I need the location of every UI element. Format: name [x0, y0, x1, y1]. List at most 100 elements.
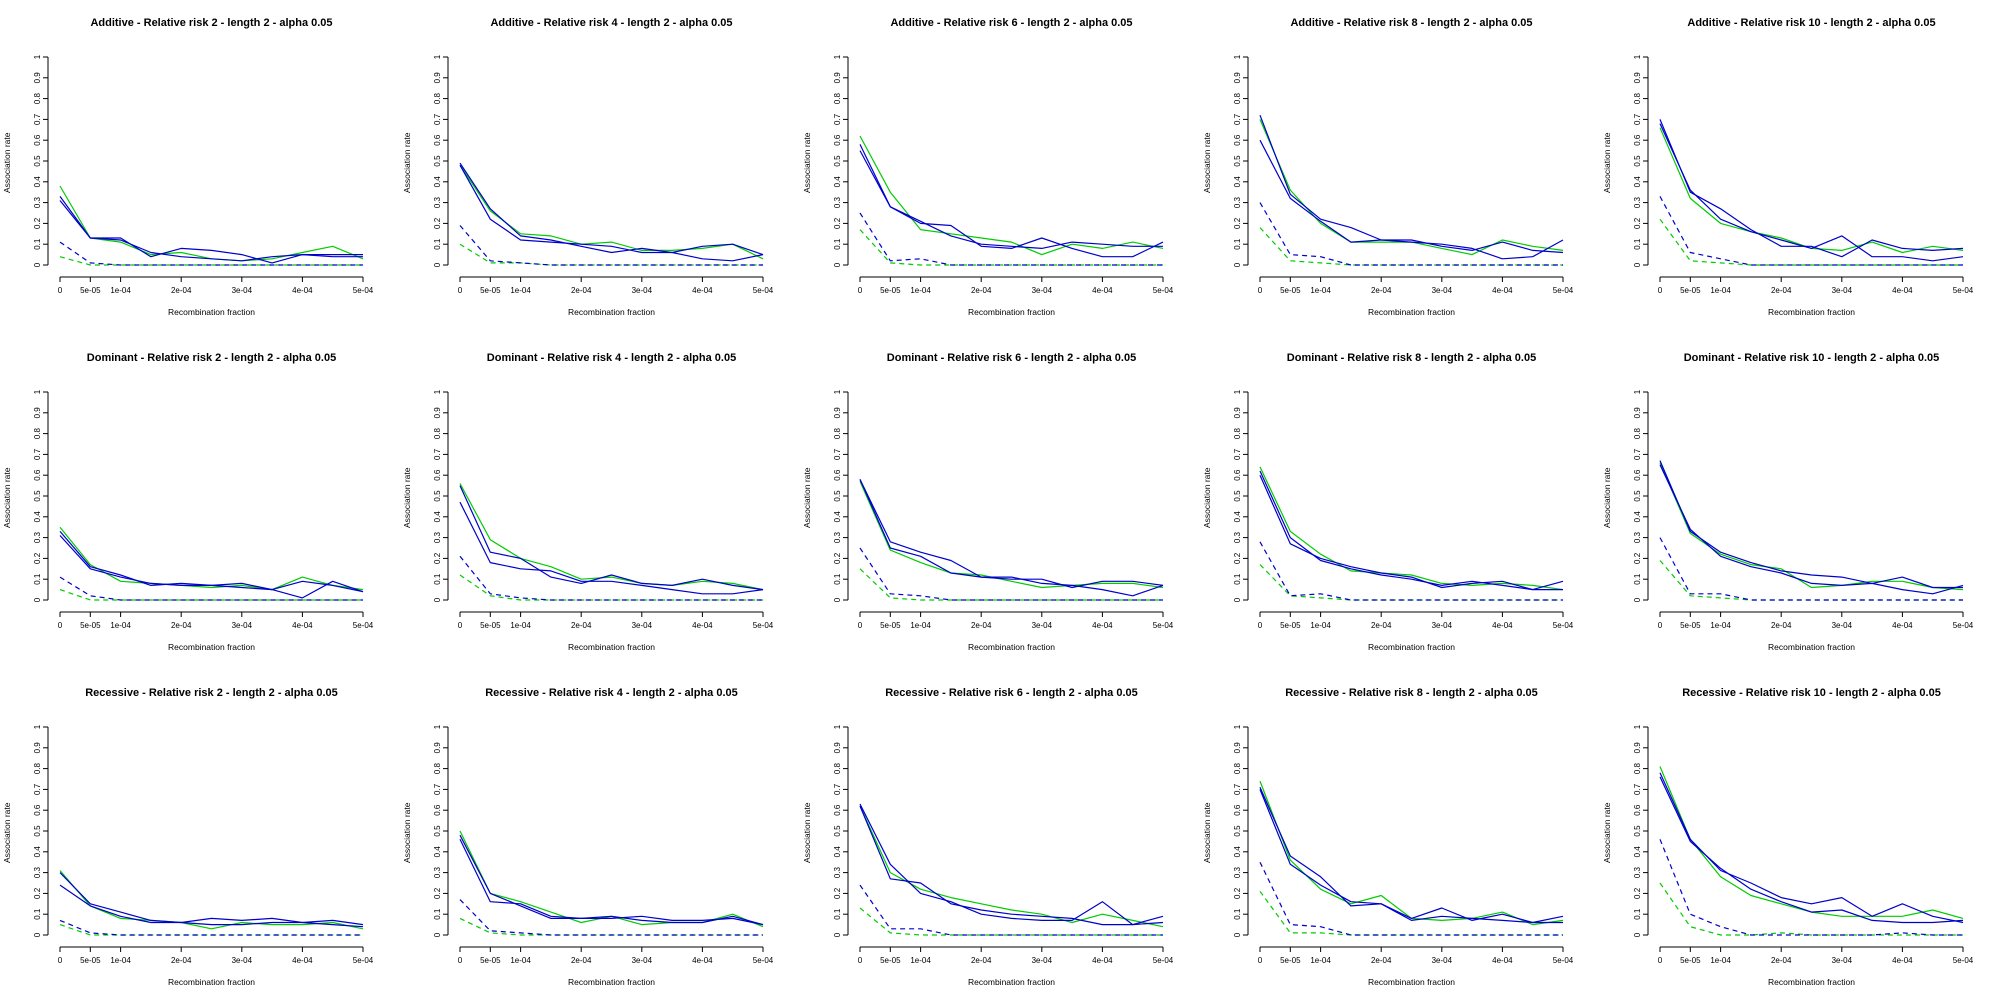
y-tick-label: 0.3: [1233, 866, 1242, 878]
y-tick-label: 0.7: [833, 783, 842, 795]
x-tick-label: 5e-04: [1553, 621, 1574, 630]
series-line: [459, 839, 764, 926]
y-tick-label: 0.1: [833, 573, 842, 585]
chart-title: Recessive - Relative risk 4 - length 2 -…: [485, 687, 738, 699]
y-tick-label: 0.7: [1633, 448, 1642, 460]
series-line-dashed: [459, 243, 763, 266]
y-tick-label: 0.9: [33, 407, 42, 419]
x-tick-label: 4e-04: [1492, 286, 1513, 295]
y-tick-label: 0.8: [433, 427, 442, 439]
y-tick-label: 0.7: [833, 448, 842, 460]
series-line: [1659, 119, 1964, 258]
series-line-dashed: [859, 212, 1163, 266]
y-tick-label: 0.4: [433, 176, 442, 188]
x-tick-label: 5e-04: [1553, 286, 1574, 295]
series-line: [1259, 466, 1564, 591]
x-tick-label: 2e-04: [971, 621, 992, 630]
series-line: [1659, 462, 1964, 591]
x-tick-label: 3e-04: [1032, 286, 1053, 295]
series-line: [459, 485, 764, 591]
series-line: [459, 830, 764, 928]
series-line: [859, 805, 1164, 926]
y-tick-label: 0.9: [1233, 742, 1242, 754]
y-tick-label: 0.1: [433, 573, 442, 585]
y-tick-label: 0.4: [33, 511, 42, 523]
x-tick-label: 0: [458, 621, 463, 630]
series-line: [859, 479, 1164, 597]
chart-svg: 0 0.1 0.2 0.3 0.4 0.5 0.6 0.7 0.8 0.9 1 0 5e-05 1e-04…: [1233, 54, 1574, 295]
y-tick-label: 0: [833, 597, 842, 602]
chart-title: Additive - Relative risk 8 - length 2 - …: [1290, 17, 1533, 29]
y-tick-label: 0.1: [1633, 573, 1642, 585]
series-line: [1259, 787, 1564, 924]
x-tick-label: 2e-04: [971, 956, 992, 965]
x-tick-label: 0: [1658, 286, 1663, 295]
x-tick-label: 4e-04: [692, 621, 713, 630]
series-line-dashed: [59, 256, 363, 266]
chart-panel: Recessive - Relative risk 2 - length 2 -…: [0, 670, 400, 1005]
y-tick-label: 0.3: [833, 196, 842, 208]
x-tick-label: 1e-04: [1710, 286, 1731, 295]
y-tick-label: 1: [433, 389, 442, 394]
y-tick-label: 0.9: [33, 742, 42, 754]
chart-panel: Additive - Relative risk 4 - length 2 - …: [400, 0, 800, 335]
y-tick-label: 1: [1633, 724, 1642, 729]
chart-svg: 0 0.1 0.2 0.3 0.4 0.5 0.6 0.7 0.8 0.9 1 0 5e-05 1e-04…: [33, 389, 374, 630]
x-tick-label: 0: [58, 286, 63, 295]
series-line: [859, 479, 1164, 589]
y-tick-label: 0.7: [1633, 113, 1642, 125]
y-tick-label: 0: [33, 597, 42, 602]
y-tick-label: 0.7: [33, 783, 42, 795]
x-tick-label: 3e-04: [1832, 956, 1853, 965]
y-tick-label: 0.4: [1633, 846, 1642, 858]
series-line-dashed: [59, 576, 363, 601]
x-tick-label: 5e-04: [1953, 621, 1974, 630]
y-tick-label: 0.3: [833, 531, 842, 543]
chart-svg: 0 0.1 0.2 0.3 0.4 0.5 0.6 0.7 0.8 0.9 1 0 5e-05 1e-04…: [33, 724, 374, 965]
series-line: [859, 805, 1164, 928]
series-line: [1659, 766, 1964, 919]
y-tick-label: 0.6: [33, 469, 42, 481]
x-tick-label: 5e-04: [1153, 956, 1174, 965]
y-tick-label: 0: [33, 932, 42, 937]
chart-svg: 0 0.1 0.2 0.3 0.4 0.5 0.6 0.7 0.8 0.9 1 0 5e-05 1e-04…: [433, 724, 774, 965]
x-tick-label: 2e-04: [1371, 621, 1392, 630]
series-line-dashed: [459, 899, 763, 936]
x-axis-label: Recombination fraction: [168, 642, 255, 652]
chart-title: Additive - Relative risk 6 - length 2 - …: [890, 17, 1133, 29]
chart-title: Dominant - Relative risk 2 - length 2 - …: [86, 352, 337, 364]
y-tick-label: 0.1: [833, 238, 842, 250]
x-tick-label: 5e-05: [1280, 621, 1301, 630]
x-tick-label: 1e-04: [1710, 956, 1731, 965]
series-line: [59, 200, 363, 262]
chart-svg: 0 0.1 0.2 0.3 0.4 0.5 0.6 0.7 0.8 0.9 1 0 5e-05 1e-04…: [433, 54, 774, 295]
chart-svg: 0 0.1 0.2 0.3 0.4 0.5 0.6 0.7 0.8 0.9 1 0 5e-05 1e-04…: [833, 54, 1174, 295]
y-tick-label: 0: [33, 262, 42, 267]
chart-svg: 0 0.1 0.2 0.3 0.4 0.5 0.6 0.7 0.8 0.9 1 0 5e-05 1e-04…: [433, 389, 774, 630]
series-line: [1259, 114, 1564, 260]
series-line: [1659, 123, 1964, 262]
y-tick-label: 0.3: [33, 531, 42, 543]
y-tick-label: 0.2: [833, 552, 842, 564]
series-line: [59, 884, 364, 928]
y-tick-label: 0.4: [433, 846, 442, 858]
y-tick-label: 0: [1633, 262, 1642, 267]
x-tick-label: 3e-04: [1432, 956, 1453, 965]
y-tick-label: 0.6: [33, 804, 42, 816]
x-tick-label: 4e-04: [292, 621, 313, 630]
y-tick-label: 0.4: [33, 176, 42, 188]
series-line-dashed: [459, 917, 763, 936]
series-line: [59, 526, 364, 591]
series-line: [1259, 474, 1563, 591]
y-tick-label: 0.8: [433, 762, 442, 774]
chart-panel: Additive - Relative risk 2 - length 2 - …: [0, 0, 400, 335]
y-tick-label: 0.5: [1233, 825, 1242, 837]
y-tick-label: 0.5: [833, 825, 842, 837]
series-line: [459, 164, 764, 262]
x-tick-label: 3e-04: [232, 621, 253, 630]
chart-svg: 0 0.1 0.2 0.3 0.4 0.5 0.6 0.7 0.8 0.9 1 0 5e-05 1e-04…: [1233, 389, 1574, 630]
series-line: [859, 150, 1163, 249]
x-tick-label: 5e-04: [1153, 286, 1174, 295]
x-axis-label: Recombination fraction: [568, 977, 655, 987]
y-tick-label: 0.2: [1233, 552, 1242, 564]
